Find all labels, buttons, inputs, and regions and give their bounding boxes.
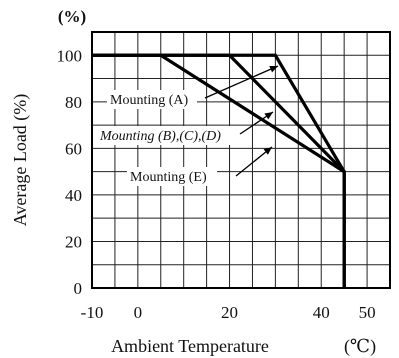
annotation-arrow-head [263, 147, 272, 155]
annotation-background [107, 90, 197, 109]
y-tick-label: 60 [65, 139, 82, 158]
y-tick-label: 40 [65, 186, 82, 205]
x-axis-title: Ambient Temperature [111, 336, 269, 356]
y-tick-label: 0 [74, 279, 83, 298]
y-tick-label: 20 [65, 232, 82, 251]
x-tick-label: 0 [134, 303, 143, 322]
series-line-3 [92, 53, 346, 288]
x-tick-label: 40 [313, 303, 330, 322]
x-tick-label: -10 [81, 303, 104, 322]
annotation-arrow-head [264, 112, 273, 120]
annotation-background [97, 126, 251, 145]
y-axis-unit: (%) [58, 7, 86, 26]
annotation-background [127, 167, 217, 186]
y-axis-title: Average Load (%) [10, 94, 31, 227]
x-tick-label: 20 [221, 303, 238, 322]
annotation-label: Mounting (B),(C),(D) [99, 129, 221, 144]
y-tick-label: 100 [57, 46, 83, 65]
annotation-arrow-head [269, 66, 278, 73]
annotation-label: Mounting (E) [130, 170, 207, 185]
x-axis-unit: (℃) [344, 336, 376, 357]
plot-frame [91, 31, 391, 289]
annotation-arrow-line [204, 65, 279, 99]
x-tick-label: 50 [359, 303, 376, 322]
y-tick-label: 80 [65, 93, 82, 112]
annotation-label: Mounting (A) [110, 93, 189, 108]
